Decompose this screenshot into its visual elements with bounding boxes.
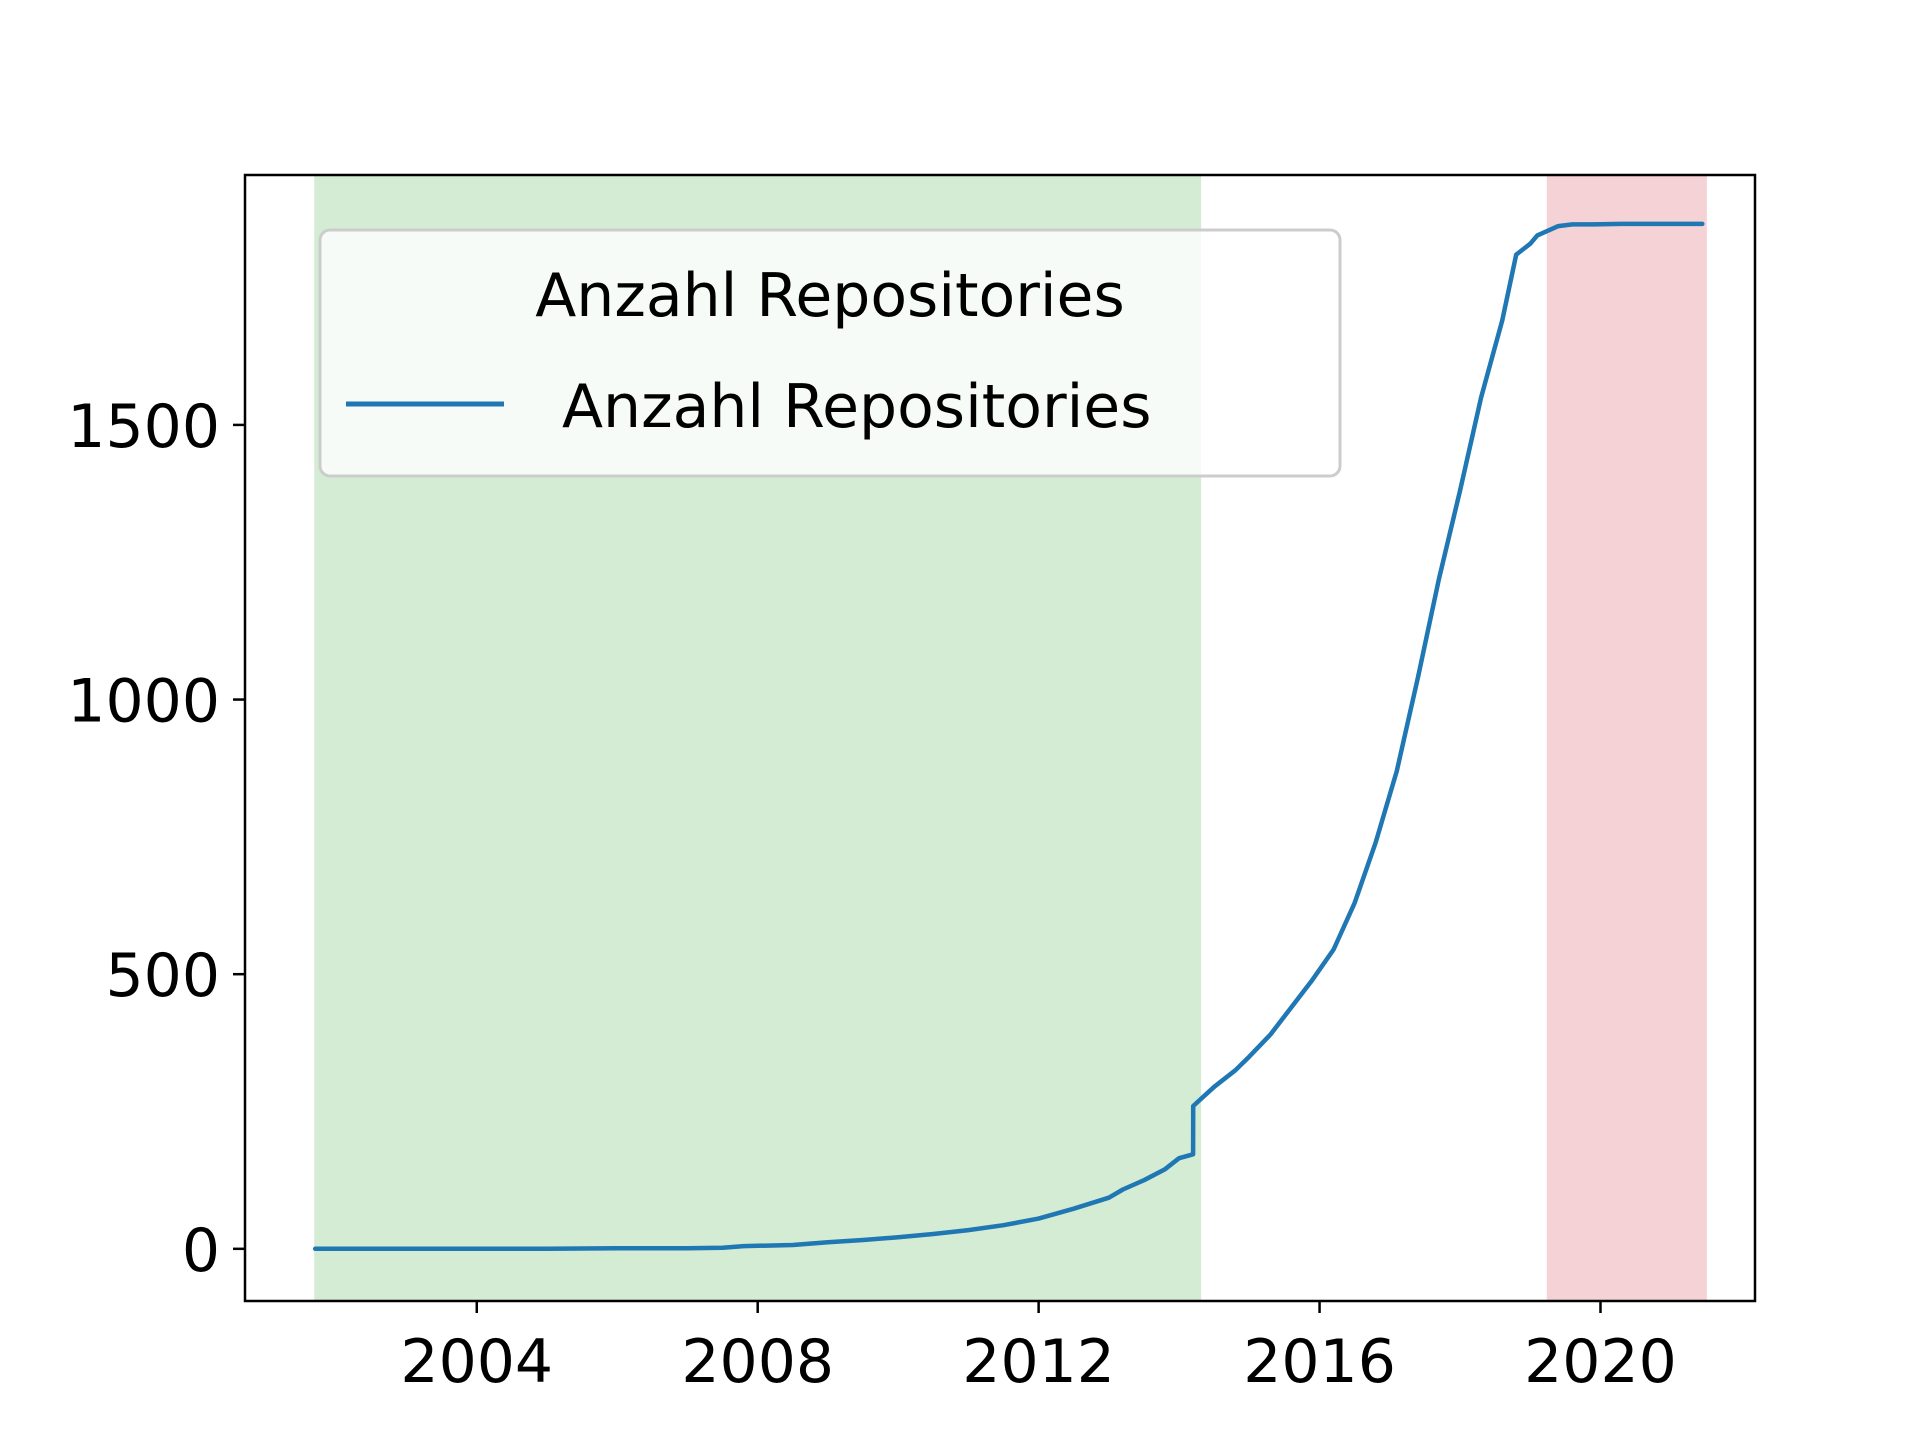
legend-box [318, 228, 1342, 478]
x-tick-label: 2016 [1243, 1327, 1396, 1397]
legend: Anzahl Repositories Anzahl Repositories [318, 228, 1342, 478]
y-tick-label: 0 [182, 1216, 220, 1286]
y-axis: 0 500 1000 1500 [67, 392, 245, 1286]
series-line-1 [312, 221, 1705, 1252]
plot-frame [243, 173, 1757, 1303]
series-layer [312, 221, 1705, 1252]
y-tick-label: 1500 [67, 392, 220, 462]
x-tick-label: 2020 [1524, 1327, 1677, 1397]
shaded-region-2 [1546, 174, 1707, 1302]
legend-title: Anzahl Repositories [535, 261, 1124, 331]
legend-label: Anzahl Repositories [562, 372, 1151, 442]
x-tick-label: 2004 [400, 1327, 553, 1397]
y-tick-label: 500 [105, 941, 220, 1011]
x-tick-label: 2012 [962, 1327, 1115, 1397]
y-tick-label: 1000 [67, 667, 220, 737]
x-tick-label: 2008 [681, 1327, 834, 1397]
x-axis: 2004 2008 2012 2016 2020 [400, 1301, 1677, 1397]
